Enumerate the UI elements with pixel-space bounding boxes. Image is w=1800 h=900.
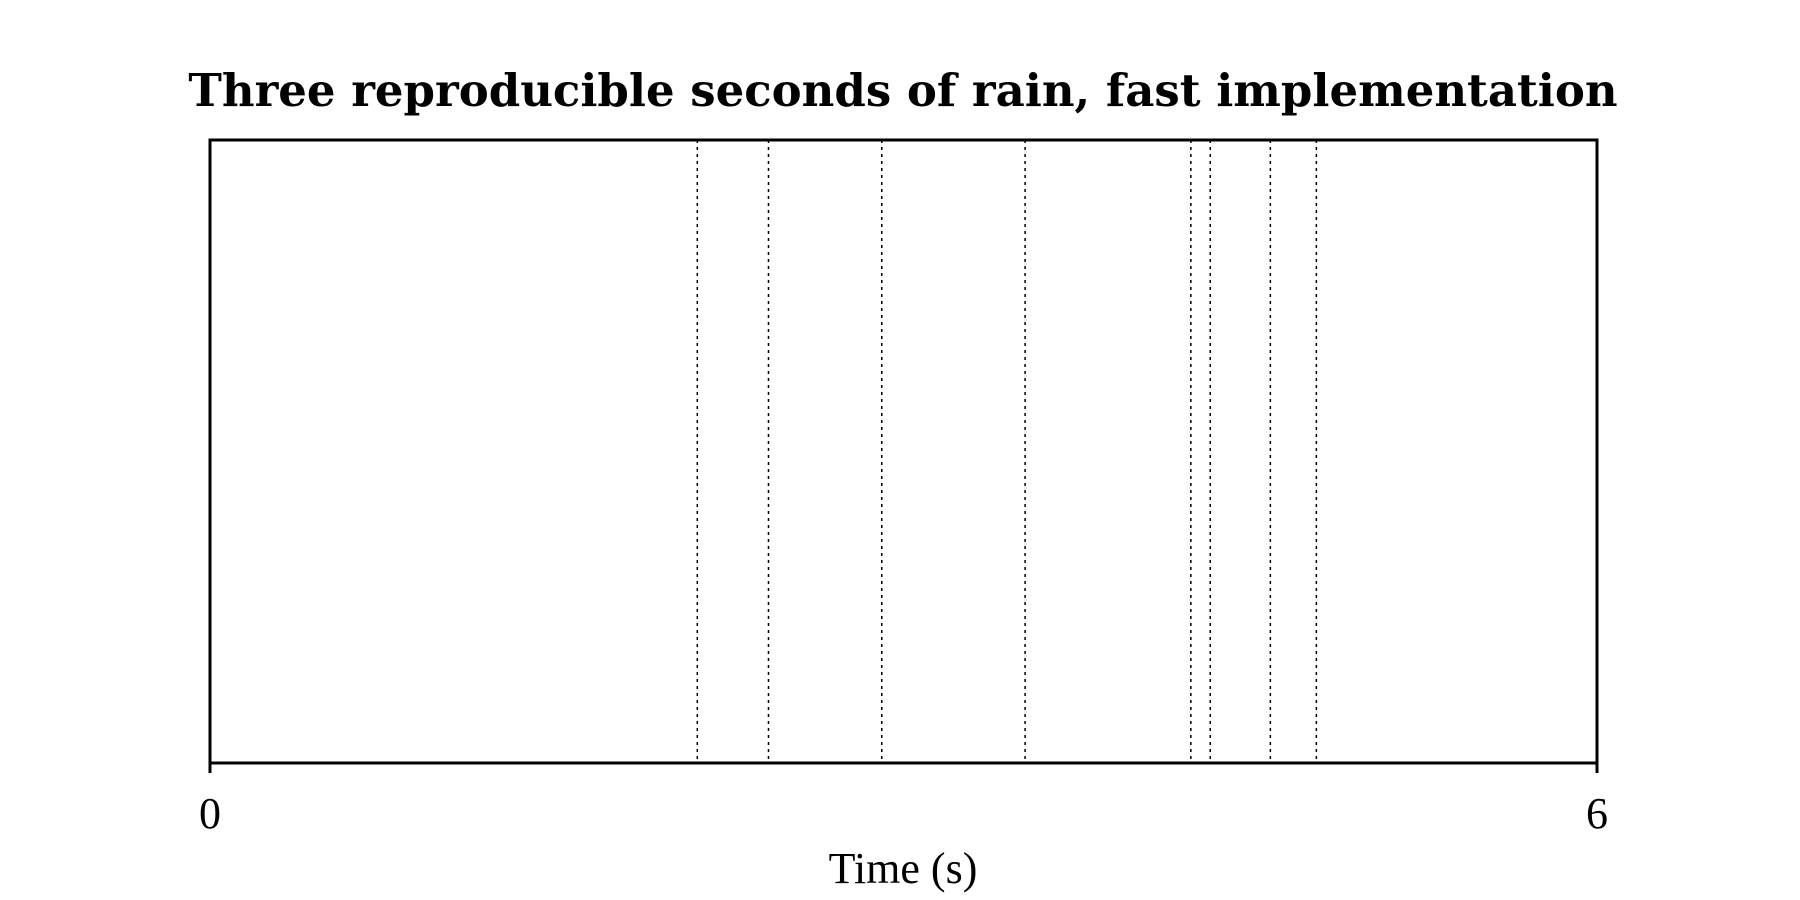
- chart-title: Three reproducible seconds of rain, fast…: [188, 64, 1617, 117]
- plot-frame: [208, 138, 1599, 765]
- event-lines: [696, 140, 1318, 763]
- x-tick-label-0: 0: [199, 789, 221, 838]
- x-tick-label-6: 6: [1586, 789, 1608, 838]
- x-axis-label: Time (s): [829, 844, 978, 893]
